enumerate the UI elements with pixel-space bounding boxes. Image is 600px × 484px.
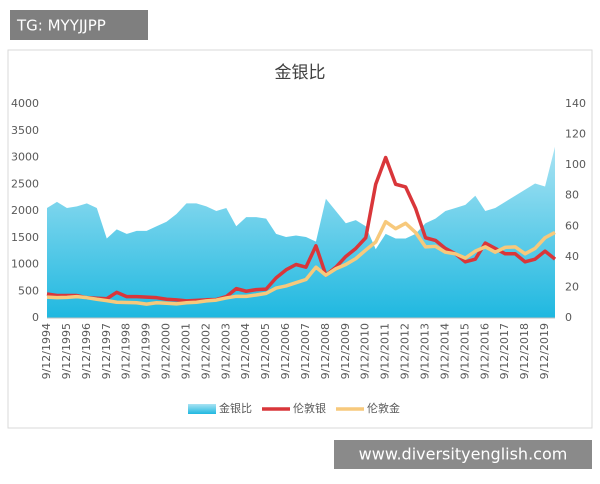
y2-tick-label: 140 [565,97,586,110]
y-tick-label: 500 [18,284,39,297]
tag-badge [10,10,148,40]
x-tick-label: 9/12/2006 [279,323,292,379]
y2-tick-label: 40 [565,250,579,263]
x-tick-label: 9/12/2012 [399,323,412,379]
chart-title: 金银比 [275,63,326,83]
legend-label: 伦敦银 [293,401,326,415]
x-tick-label: 9/12/2007 [299,323,312,379]
x-tick-label: 9/12/1999 [140,323,153,379]
site-text: www.diversityenglish.com [359,445,568,464]
x-tick-label: 9/12/2019 [538,323,551,379]
x-tick-label: 9/12/2014 [438,323,451,379]
legend-swatch [188,404,216,414]
y-tick-label: 3500 [11,124,39,137]
x-tick-label: 9/12/2008 [319,323,332,379]
y-tick-label: 0 [32,311,39,324]
x-tick-label: 9/12/2000 [160,323,173,379]
x-tick-label: 9/12/2005 [259,323,272,379]
y2-tick-label: 120 [565,128,586,141]
y-tick-label: 1500 [11,231,39,244]
x-tick-label: 9/12/2009 [339,323,352,379]
y-tick-label: 2500 [11,177,39,190]
x-tick-label: 9/12/2018 [518,323,531,379]
x-tick-label: 9/12/2013 [419,323,432,379]
x-tick-label: 9/12/2003 [219,323,232,379]
legend-label: 伦敦金 [367,401,400,415]
y-tick-label: 2000 [11,204,39,217]
y-tick-label: 3000 [11,151,39,164]
site-badge [334,440,592,469]
y-tick-label: 1000 [11,258,39,271]
area [47,146,555,318]
line [46,219,556,306]
x-tick-label: 9/12/1996 [80,323,93,379]
x-tick-label: 9/12/1998 [120,323,133,379]
x-tick-label: 9/12/2016 [478,323,491,379]
y2-tick-label: 60 [565,219,579,232]
y2-tick-label: 0 [565,311,572,324]
y-tick-label: 4000 [11,97,39,110]
x-tick-label: 9/12/2004 [239,323,252,379]
x-tick-label: 9/12/1997 [100,323,113,379]
y2-tick-label: 80 [565,189,579,202]
x-tick-label: 9/12/2010 [359,323,372,379]
x-tick-label: 9/12/2017 [498,323,511,379]
y2-tick-label: 100 [565,158,586,171]
x-tick-label: 9/12/2002 [199,323,212,379]
tag-text: TG: MYYJJPP [16,17,106,35]
x-tick-label: 9/12/1994 [40,323,53,379]
x-tick-label: 9/12/2001 [179,323,192,379]
y2-tick-label: 20 [565,280,579,293]
legend-label: 金银比 [219,401,252,415]
x-tick-label: 9/12/1995 [60,323,73,379]
plot: 0 500 1000 1500 2000 2500 3000 3500 4000 0 20 40 60 8… [11,97,586,415]
line [46,155,557,303]
x-tick-label: 9/12/2015 [458,323,471,379]
x-tick-label: 9/12/2011 [379,323,392,379]
